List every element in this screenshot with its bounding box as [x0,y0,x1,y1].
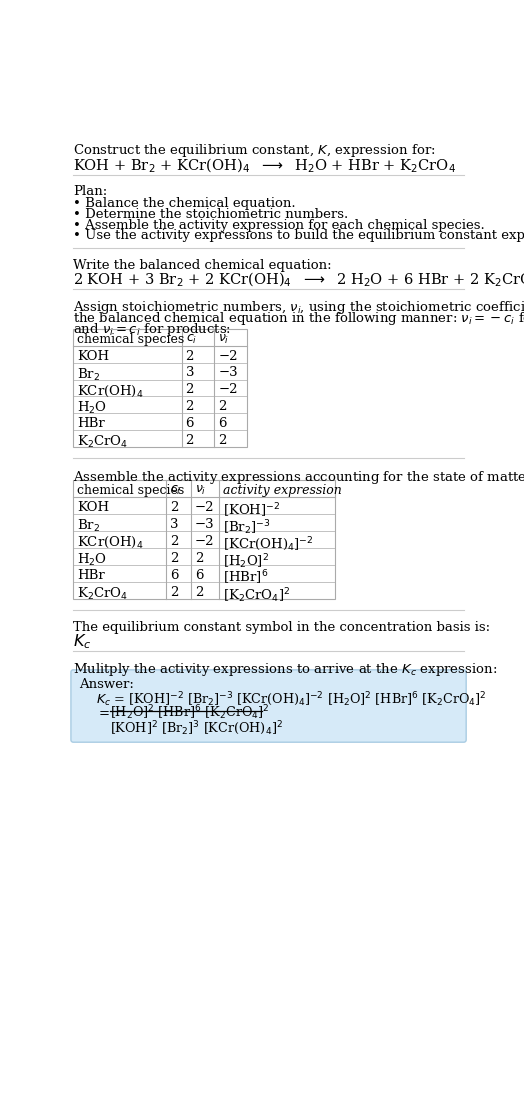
Text: Construct the equilibrium constant, $K$, expression for:: Construct the equilibrium constant, $K$,… [73,141,436,159]
Text: 2: 2 [170,501,179,514]
Text: KOH + Br$_2$ + KCr(OH)$_4$  $\longrightarrow$  H$_2$O + HBr + K$_2$CrO$_4$: KOH + Br$_2$ + KCr(OH)$_4$ $\longrightar… [73,157,456,174]
Text: 2: 2 [185,400,194,414]
Text: Assign stoichiometric numbers, $\nu_i$, using the stoichiometric coefficients, $: Assign stoichiometric numbers, $\nu_i$, … [73,299,524,317]
Text: [Br$_2$]$^{-3}$: [Br$_2$]$^{-3}$ [223,518,270,537]
Text: 2: 2 [218,400,226,414]
Text: [K$_2$CrO$_4$]$^2$: [K$_2$CrO$_4$]$^2$ [223,586,290,604]
Text: chemical species: chemical species [77,333,184,345]
Text: −2: −2 [218,350,238,363]
Text: KCr(OH)$_4$: KCr(OH)$_4$ [77,384,144,398]
Text: H$_2$O: H$_2$O [77,400,107,417]
Text: 2: 2 [170,586,179,599]
Text: 6: 6 [185,417,194,430]
Text: KOH: KOH [77,350,109,363]
Text: −2: −2 [218,384,238,396]
Text: [KCr(OH)$_4$]$^{-2}$: [KCr(OH)$_4$]$^{-2}$ [223,535,313,553]
Text: chemical species: chemical species [77,484,184,497]
Text: $c_i$: $c_i$ [185,333,197,345]
Text: [HBr]$^6$: [HBr]$^6$ [223,569,268,587]
Text: Assemble the activity expressions accounting for the state of matter and $\nu_i$: Assemble the activity expressions accoun… [73,469,524,485]
Text: $\nu_i$: $\nu_i$ [195,484,206,497]
Text: Br$_2$: Br$_2$ [77,518,100,534]
Text: • Determine the stoichiometric numbers.: • Determine the stoichiometric numbers. [73,207,348,221]
Text: H$_2$O: H$_2$O [77,552,107,568]
Bar [73,481,335,599]
Text: 2: 2 [195,552,203,565]
Text: [H$_2$O]$^2$ [HBr]$^6$ [K$_2$CrO$_4$]$^2$: [H$_2$O]$^2$ [HBr]$^6$ [K$_2$CrO$_4$]$^2… [111,703,270,721]
Text: $=$: $=$ [96,705,111,718]
Text: Mulitply the activity expressions to arrive at the $K_c$ expression:: Mulitply the activity expressions to arr… [73,662,497,678]
Text: −2: −2 [195,535,214,548]
Text: 3: 3 [185,366,194,379]
Text: K$_2$CrO$_4$: K$_2$CrO$_4$ [77,586,128,602]
FancyBboxPatch shape [71,670,466,742]
Text: • Balance the chemical equation.: • Balance the chemical equation. [73,197,296,210]
Text: HBr: HBr [77,569,105,582]
Text: 2: 2 [218,435,226,447]
Text: the balanced chemical equation in the following manner: $\nu_i = -c_i$ for react: the balanced chemical equation in the fo… [73,310,524,328]
Text: [KOH]$^2$ [Br$_2$]$^3$ [KCr(OH)$_4$]$^2$: [KOH]$^2$ [Br$_2$]$^3$ [KCr(OH)$_4$]$^2$ [111,719,283,737]
Text: 2: 2 [185,384,194,396]
Text: • Use the activity expressions to build the equilibrium constant expression.: • Use the activity expressions to build … [73,229,524,243]
Text: 6: 6 [170,569,179,582]
Text: [KOH]$^{-2}$: [KOH]$^{-2}$ [223,501,280,520]
Text: Answer:: Answer: [80,678,134,692]
Text: KCr(OH)$_4$: KCr(OH)$_4$ [77,535,144,550]
Text: KOH: KOH [77,501,109,514]
Text: 6: 6 [218,417,227,430]
Text: activity expression: activity expression [223,484,342,497]
Text: Plan:: Plan: [73,185,107,199]
Text: 2: 2 [185,435,194,447]
Text: 2: 2 [185,350,194,363]
Text: The equilibrium constant symbol in the concentration basis is:: The equilibrium constant symbol in the c… [73,621,490,633]
Text: 2: 2 [170,535,179,548]
Text: 2: 2 [170,552,179,565]
Text: $K_c$ = [KOH]$^{-2}$ [Br$_2$]$^{-3}$ [KCr(OH)$_4$]$^{-2}$ [H$_2$O]$^2$ [HBr]$^6$: $K_c$ = [KOH]$^{-2}$ [Br$_2$]$^{-3}$ [KC… [96,690,487,708]
Text: −3: −3 [195,518,214,532]
Text: $c_i$: $c_i$ [170,484,181,497]
Text: HBr: HBr [77,417,105,430]
Text: Br$_2$: Br$_2$ [77,366,100,383]
Text: Write the balanced chemical equation:: Write the balanced chemical equation: [73,258,332,271]
Bar [73,329,247,448]
Text: −3: −3 [218,366,238,379]
Text: and $\nu_i = c_i$ for products:: and $\nu_i = c_i$ for products: [73,321,231,338]
Text: $\nu_i$: $\nu_i$ [218,333,230,345]
Text: 6: 6 [195,569,203,582]
Text: K$_2$CrO$_4$: K$_2$CrO$_4$ [77,435,128,450]
Text: • Assemble the activity expression for each chemical species.: • Assemble the activity expression for e… [73,218,485,232]
Text: −2: −2 [195,501,214,514]
Text: $K_c$: $K_c$ [73,632,92,651]
Text: 2: 2 [195,586,203,599]
Text: 2 KOH + 3 Br$_2$ + 2 KCr(OH)$_4$  $\longrightarrow$  2 H$_2$O + 6 HBr + 2 K$_2$C: 2 KOH + 3 Br$_2$ + 2 KCr(OH)$_4$ $\longr… [73,270,524,289]
Text: 3: 3 [170,518,179,532]
Text: [H$_2$O]$^2$: [H$_2$O]$^2$ [223,552,269,570]
